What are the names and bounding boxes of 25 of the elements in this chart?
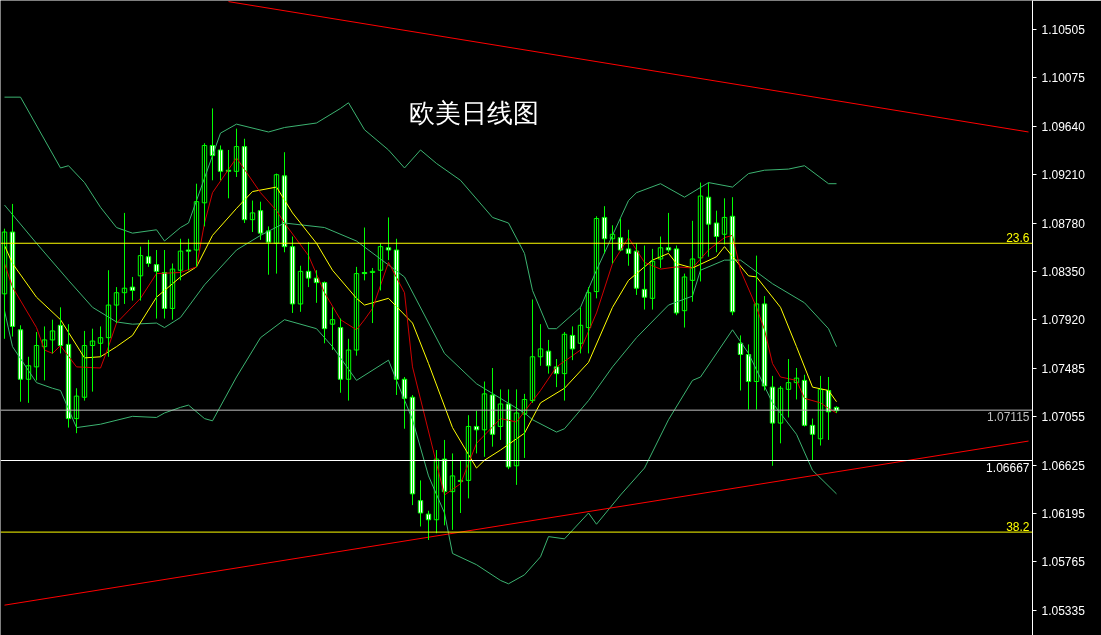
y-tick-label: 1.08350 bbox=[1041, 264, 1086, 279]
y-tick-label: 1.07055 bbox=[1041, 410, 1086, 425]
ref-line-label: 1.06667 bbox=[986, 460, 1030, 475]
y-tick-label: 1.09210 bbox=[1041, 168, 1086, 183]
y-tick-label: 1.06195 bbox=[1041, 507, 1086, 522]
line-series bbox=[4, 157, 837, 496]
y-tick-label: 1.10505 bbox=[1041, 22, 1086, 37]
line-series bbox=[4, 310, 837, 585]
y-tick-label: 1.05335 bbox=[1041, 603, 1086, 618]
y-tick-label: 1.07485 bbox=[1041, 362, 1086, 377]
candlestick bbox=[185, 238, 192, 271]
candlestick bbox=[665, 212, 672, 253]
y-tick-label: 1.09640 bbox=[1041, 119, 1086, 134]
text: 欧美日线图 bbox=[408, 97, 539, 128]
y-tick-label: 1.06625 bbox=[1041, 458, 1086, 473]
annotation: 23.6 bbox=[1006, 231, 1030, 246]
y-tick-label: 1.10075 bbox=[1041, 70, 1086, 85]
candlestick bbox=[385, 216, 392, 261]
y-tick-label: 1.05765 bbox=[1041, 555, 1086, 570]
line-series bbox=[4, 204, 837, 433]
y-tick-label: 1.07920 bbox=[1041, 313, 1086, 328]
y-tick-label: 1.08780 bbox=[1041, 216, 1086, 231]
ref-line-label: 1.07115 bbox=[987, 410, 1030, 425]
line-series bbox=[4, 96, 837, 330]
annotation: 38.2 bbox=[1006, 520, 1030, 535]
